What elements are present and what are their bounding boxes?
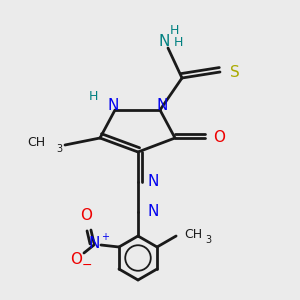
Text: O: O — [213, 130, 225, 146]
Text: S: S — [230, 64, 240, 80]
Text: CH: CH — [184, 227, 202, 241]
Text: N: N — [147, 175, 159, 190]
Text: N: N — [156, 98, 168, 113]
Text: H: H — [173, 35, 183, 49]
Text: N: N — [107, 98, 119, 113]
Text: O: O — [80, 208, 92, 223]
Text: H: H — [88, 89, 98, 103]
Text: 3: 3 — [56, 144, 62, 154]
Text: H: H — [169, 23, 179, 37]
Text: N: N — [158, 34, 170, 50]
Text: N: N — [88, 236, 100, 250]
Text: +: + — [101, 232, 109, 242]
Text: O: O — [70, 251, 82, 266]
Text: N: N — [147, 205, 159, 220]
Text: 3: 3 — [205, 235, 211, 245]
Text: −: − — [82, 259, 92, 272]
Text: CH: CH — [27, 136, 45, 149]
